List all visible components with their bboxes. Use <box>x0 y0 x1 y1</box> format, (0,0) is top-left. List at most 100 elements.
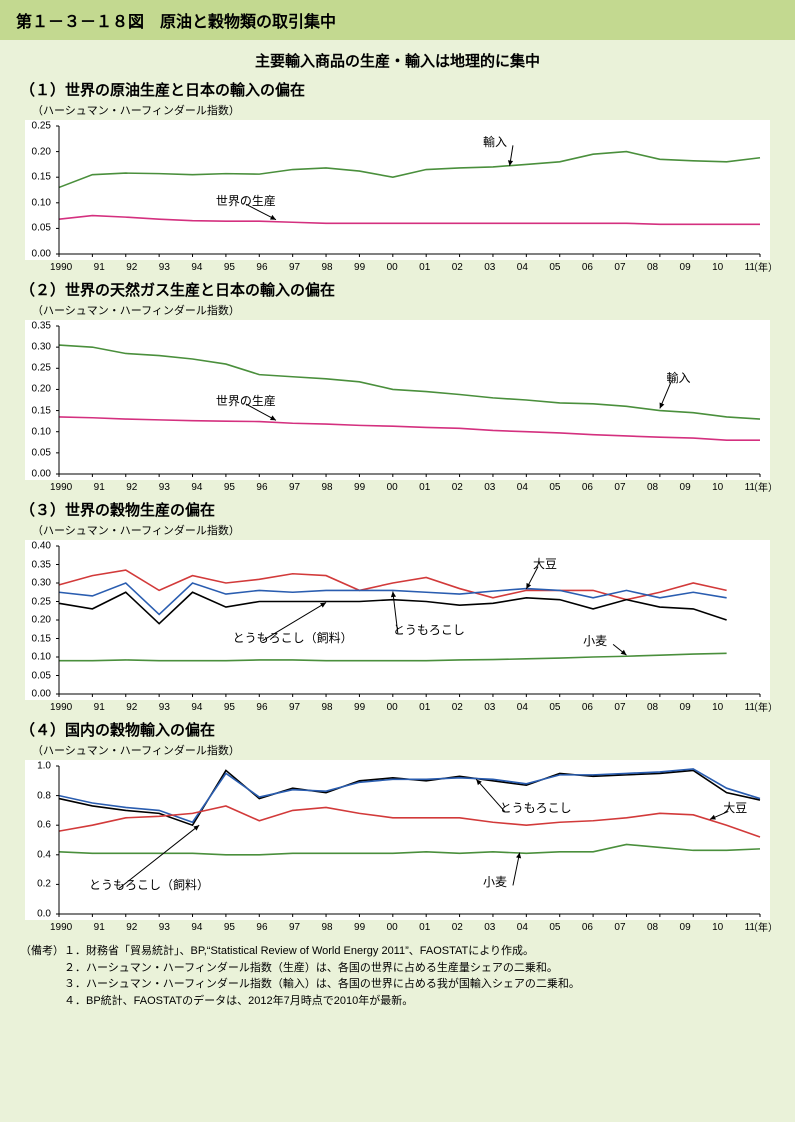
y-tick-label: 0.15 <box>17 405 51 416</box>
panel-title: （１）世界の原油生産と日本の輸入の偏在 <box>20 79 775 100</box>
x-tick-label: 08 <box>647 702 658 713</box>
y-tick-label: 0.15 <box>17 633 51 644</box>
x-tick-label: 1990 <box>50 262 72 273</box>
x-tick-label: 06 <box>582 922 593 933</box>
x-tick-label: 00 <box>387 262 398 273</box>
figure-title-bar: 第１－３－１８図 原油と穀物類の取引集中 <box>0 0 795 40</box>
chart-wrap: 輸入世界の生産0.000.050.100.150.200.25（年） <box>25 120 770 260</box>
x-tick-label: 01 <box>419 482 430 493</box>
chart-wrap: 輸入世界の生産0.000.050.100.150.200.250.300.35（… <box>25 320 770 480</box>
x-tick-label: 01 <box>419 702 430 713</box>
panel-p3: （３）世界の穀物生産の偏在（ハーシュマン・ハーフィンダール指数）大豆とうもろこし… <box>0 497 795 717</box>
y-tick-label: 0.25 <box>17 596 51 607</box>
x-tick-label: 97 <box>289 262 300 273</box>
x-tick-label: 05 <box>549 702 560 713</box>
x-tick-row: 1990919293949596979899000102030405060708… <box>20 922 775 933</box>
x-tick-label: 03 <box>484 262 495 273</box>
x-tick-label: 10 <box>712 262 723 273</box>
x-tick-label: 04 <box>517 702 528 713</box>
x-tick-label: 00 <box>387 702 398 713</box>
x-tick-label: 93 <box>159 482 170 493</box>
y-tick-label: 0.20 <box>17 146 51 157</box>
y-tick-label: 0.25 <box>17 363 51 374</box>
x-tick-label: 06 <box>582 482 593 493</box>
x-axis-year-suffix: （年） <box>748 699 778 714</box>
y-tick-label: 1.0 <box>17 761 51 772</box>
y-tick-label: 0.8 <box>17 790 51 801</box>
x-tick-label: 95 <box>224 482 235 493</box>
x-axis-year-suffix: （年） <box>748 479 778 494</box>
x-tick-label: 92 <box>126 482 137 493</box>
x-tick-row: 1990919293949596979899000102030405060708… <box>20 482 775 493</box>
x-tick-label: 97 <box>289 702 300 713</box>
x-tick-label: 99 <box>354 922 365 933</box>
y-tick-label: 0.30 <box>17 342 51 353</box>
y-axis-label: （ハーシュマン・ハーフィンダール指数） <box>32 302 775 318</box>
x-tick-label: 98 <box>322 702 333 713</box>
x-tick-label: 95 <box>224 702 235 713</box>
panel-title: （４）国内の穀物輸入の偏在 <box>20 719 775 740</box>
y-axis-label: （ハーシュマン・ハーフィンダール指数） <box>32 522 775 538</box>
chart-svg <box>25 320 770 480</box>
x-tick-label: 04 <box>517 482 528 493</box>
x-tick-label: 10 <box>712 702 723 713</box>
x-tick-label: 98 <box>322 262 333 273</box>
chart-svg <box>25 540 770 700</box>
y-tick-label: 0.00 <box>17 249 51 260</box>
x-tick-label: 96 <box>256 702 267 713</box>
note-line: ４．BP統計、FAOSTATのデータは、2012年7月時点で2010年が最新。 <box>20 993 775 1010</box>
x-tick-label: 07 <box>614 922 625 933</box>
x-tick-label: 10 <box>712 922 723 933</box>
x-tick-label: 94 <box>191 262 202 273</box>
y-tick-label: 0.35 <box>17 321 51 332</box>
x-tick-label: 99 <box>354 702 365 713</box>
x-tick-label: 93 <box>159 262 170 273</box>
x-tick-label: 92 <box>126 922 137 933</box>
x-tick-label: 91 <box>94 702 105 713</box>
x-tick-label: 93 <box>159 922 170 933</box>
x-tick-label: 98 <box>322 482 333 493</box>
y-tick-label: 0.30 <box>17 578 51 589</box>
note-line: （備考）１．財務省「貿易統計」、BP,“Statistical Review o… <box>20 943 775 960</box>
y-tick-label: 0.05 <box>17 223 51 234</box>
note-line: ２．ハーシュマン・ハーフィンダール指数（生産）は、各国の世界に占める生産量シェア… <box>20 960 775 977</box>
panel-p1: （１）世界の原油生産と日本の輸入の偏在 （ハーシュマン・ハーフィンダール指数） 輸入… <box>0 77 795 277</box>
x-tick-label: 09 <box>680 262 691 273</box>
y-tick-label: 0.10 <box>17 652 51 663</box>
y-tick-label: 0.0 <box>17 909 51 920</box>
y-tick-label: 0.20 <box>17 384 51 395</box>
y-tick-label: 0.10 <box>17 426 51 437</box>
x-tick-label: 95 <box>224 262 235 273</box>
y-axis-label: （ハーシュマン・ハーフィンダール指数） <box>32 102 775 118</box>
x-axis-year-suffix: （年） <box>748 919 778 934</box>
main-subtitle: 主要輸入商品の生産・輸入は地理的に集中 <box>0 40 795 77</box>
x-tick-label: 97 <box>289 922 300 933</box>
y-axis-label: （ハーシュマン・ハーフィンダール指数） <box>32 742 775 758</box>
y-tick-label: 0.2 <box>17 879 51 890</box>
x-tick-label: 96 <box>256 922 267 933</box>
x-tick-label: 02 <box>452 262 463 273</box>
y-tick-label: 0.00 <box>17 689 51 700</box>
y-tick-label: 0.35 <box>17 559 51 570</box>
x-tick-label: 00 <box>387 482 398 493</box>
panel-p4: （４）国内の穀物輸入の偏在（ハーシュマン・ハーフィンダール指数）とうもろこし（飼… <box>0 717 795 937</box>
x-tick-label: 09 <box>680 702 691 713</box>
x-tick-label: 93 <box>159 702 170 713</box>
figure-title: 第１－３－１８図 原油と穀物類の取引集中 <box>16 14 336 31</box>
x-tick-label: 1990 <box>50 482 72 493</box>
x-tick-label: 06 <box>582 702 593 713</box>
panel-title: （２）世界の天然ガス生産と日本の輸入の偏在 <box>20 279 775 300</box>
x-tick-row: 1990919293949596979899000102030405060708… <box>20 262 775 273</box>
x-tick-label: 92 <box>126 262 137 273</box>
y-tick-label: 0.00 <box>17 469 51 480</box>
x-tick-label: 09 <box>680 922 691 933</box>
x-tick-label: 08 <box>647 482 658 493</box>
x-tick-label: 1990 <box>50 702 72 713</box>
x-tick-label: 04 <box>517 922 528 933</box>
x-tick-label: 06 <box>582 262 593 273</box>
x-tick-label: 03 <box>484 922 495 933</box>
y-tick-label: 0.05 <box>17 447 51 458</box>
note-line: ３．ハーシュマン・ハーフィンダール指数（輸入）は、各国の世界に占める我が国輸入シ… <box>20 976 775 993</box>
x-tick-label: 05 <box>549 922 560 933</box>
x-tick-label: 03 <box>484 702 495 713</box>
